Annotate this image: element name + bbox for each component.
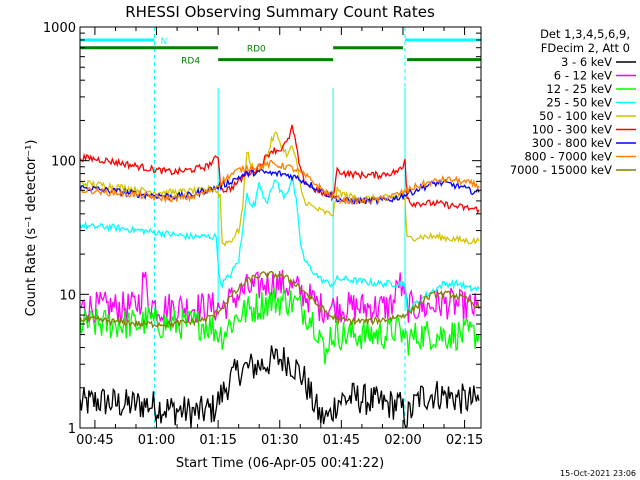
legend-label-25-50-kev: 25 - 50 keV — [546, 96, 612, 110]
plot-area: N RD0 RD4 — [79, 27, 482, 429]
annotation-label-rd0: RD0 — [247, 45, 266, 55]
x-tick-label-01-30: 01:30 — [261, 433, 298, 448]
series-line-100-300-kev — [79, 124, 480, 215]
y-axis-label: Count Rate (s⁻¹ detector⁻¹) — [24, 140, 39, 317]
series-line-50-100-kev — [79, 131, 480, 247]
legend-header-0: Det 1,3,4,5,6,9, — [540, 27, 630, 41]
series-line-12-25-kev — [79, 287, 480, 365]
legend-label-3-6-kev: 3 - 6 keV — [561, 55, 612, 69]
x-tick-label-02-15: 02:15 — [446, 433, 483, 448]
annotation-label-rd4: RD4 — [181, 57, 200, 67]
y-tick-label-10: 10 — [59, 288, 76, 303]
legend-label-12-25-kev: 12 - 25 keV — [546, 82, 612, 96]
x-tick-label-00-45: 00:45 — [76, 433, 113, 448]
legend-label-50-100-kev: 50 - 100 keV — [539, 109, 612, 123]
legend-label-7000-15000-kev: 7000 - 15000 keV — [510, 163, 612, 177]
series-line-800-7000-kev — [79, 159, 480, 205]
legend-label-6-12-kev: 6 - 12 keV — [554, 69, 612, 83]
y-tick-label-1: 1 — [68, 422, 76, 437]
series-line-3-6-kev — [79, 345, 480, 429]
legend-header-1: FDecim 2, Att 0 — [541, 41, 630, 55]
y-tick-label-100: 100 — [51, 155, 76, 170]
x-tick-label-01-45: 01:45 — [323, 433, 360, 448]
legend-label-800-7000-kev: 800 - 7000 keV — [524, 150, 612, 164]
x-tick-label-02-00: 02:00 — [384, 433, 421, 448]
x-tick-label-01-15: 01:15 — [199, 433, 236, 448]
y-tick-label-1000: 1000 — [43, 21, 76, 36]
legend-label-300-800-kev: 300 - 800 keV — [532, 136, 612, 150]
legend-label-100-300-kev: 100 - 300 keV — [532, 123, 612, 137]
axes: 00:45 01:00 01:15 01:30 01:45 02:00 02:15 1 10 10… — [43, 21, 483, 448]
timestamp: 15-Oct-2021 23:06 — [560, 469, 636, 478]
plot-frame — [79, 26, 482, 429]
legend: Det 1,3,4,5,6,9,FDecim 2, Att 03 - 6 keV… — [510, 27, 636, 177]
series-line-25-50-kev — [79, 176, 480, 314]
annotation-label-n: N — [160, 37, 167, 47]
chart-title: RHESSI Observing Summary Count Rates — [125, 3, 435, 21]
x-tick-label-01-00: 01:00 — [138, 433, 175, 448]
x-axis-label: Start Time (06-Apr-05 00:41:22) — [176, 456, 384, 471]
series-line-7000-15000-kev — [79, 271, 480, 329]
